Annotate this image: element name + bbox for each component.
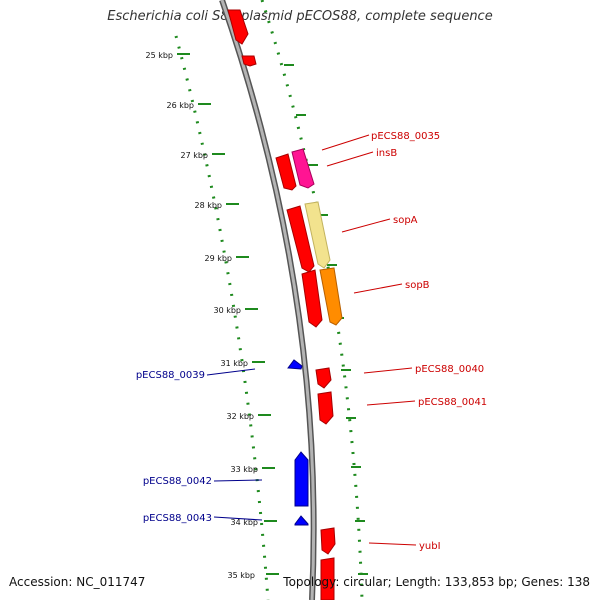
- gene-arrow-pECS88_0041[interactable]: [317, 391, 334, 425]
- scale-tick: 31 kbp: [220, 359, 265, 368]
- scale-label: 29 kbp: [204, 254, 232, 263]
- backbone-arc: [219, 0, 317, 600]
- leader-yubI: [368, 542, 417, 546]
- gene-arrow-forward-top[interactable]: [227, 9, 249, 45]
- scale-label: 33 kbp: [230, 465, 258, 474]
- gene-label-pECS88_0043[interactable]: pECS88_0043: [143, 513, 212, 524]
- scale-tick: 34 kbp: [230, 518, 277, 527]
- gene-label-pECS88_0039[interactable]: pECS88_0039: [136, 370, 205, 381]
- scale-tick: 27 kbp: [180, 151, 225, 160]
- gene-label-pECS88_0042[interactable]: pECS88_0042: [143, 476, 212, 487]
- scale-tick: 28 kbp: [194, 201, 239, 210]
- scale-label: 26 kbp: [166, 101, 194, 110]
- scale-label: 32 kbp: [226, 412, 254, 421]
- gene-arrow-forward-small[interactable]: [241, 55, 257, 67]
- gene-label-insB[interactable]: insB: [376, 148, 397, 159]
- gene-arrow-sopB[interactable]: [319, 267, 343, 326]
- gene-label-pECS88_0041[interactable]: pECS88_0041: [418, 397, 487, 408]
- scale-label: 28 kbp: [194, 201, 222, 210]
- leader-sopB: [353, 283, 403, 294]
- scale-label: 27 kbp: [180, 151, 208, 160]
- outer-ring-ticks: [284, 64, 368, 575]
- leader-pECS88_0035: [321, 134, 370, 151]
- scale-tick: 35 kbp: [227, 571, 279, 580]
- scale-label: 31 kbp: [220, 359, 248, 368]
- leader-pECS88_0043: [213, 516, 263, 521]
- gene-label-pECS88_0040[interactable]: pECS88_0040: [415, 364, 484, 375]
- scale-tick: 26 kbp: [166, 101, 211, 110]
- gene-arrow-sopA[interactable]: [304, 201, 331, 269]
- leader-sopA: [341, 218, 391, 233]
- leader-pECS88_0039: [206, 368, 256, 376]
- gene-arrow-sopB-forward[interactable]: [301, 269, 323, 328]
- gene-label-pECS88_0035[interactable]: pECS88_0035: [371, 131, 440, 142]
- accession-text: Accession: NC_011747: [9, 575, 146, 589]
- scale-label: 34 kbp: [230, 518, 258, 527]
- gene-label-sopB[interactable]: sopB: [405, 280, 430, 291]
- gene-arrow-pECS88_0035[interactable]: [275, 153, 297, 191]
- leader-insB: [326, 151, 374, 167]
- scale-tick: 30 kbp: [213, 306, 258, 315]
- gene-label-yubI[interactable]: yubI: [419, 541, 441, 552]
- gene-arrow-forward-bottom[interactable]: [320, 557, 335, 600]
- leader-pECS88_0042: [213, 479, 263, 482]
- gene-label-sopA[interactable]: sopA: [393, 215, 418, 226]
- gene-arrow-pECS88_0042[interactable]: [294, 451, 309, 507]
- scale-label: 25 kbp: [145, 51, 173, 60]
- backbone-arc-highlight: [220, 0, 316, 600]
- topology-text: Topology: circular; Length: 133,853 bp; …: [283, 575, 590, 589]
- gene-arrow-pECS88_0043[interactable]: [294, 515, 309, 526]
- scale-label: 35 kbp: [227, 571, 255, 580]
- gene-arrow-pECS88_0040[interactable]: [315, 367, 332, 389]
- leader-pECS88_0041: [366, 400, 416, 406]
- scale-label: 30 kbp: [213, 306, 241, 315]
- gene-arrow-yubI[interactable]: [320, 527, 336, 555]
- gene-arrow-sopA-forward[interactable]: [286, 205, 315, 273]
- map-title: Escherichia coli S88 plasmid pECOS88, co…: [107, 9, 493, 24]
- scale-tick: 29 kbp: [204, 254, 249, 263]
- gene-arrow-pECS88_0039[interactable]: [287, 359, 303, 370]
- leader-pECS88_0040: [363, 367, 413, 374]
- gene-arrow-insB[interactable]: [291, 148, 315, 189]
- scale-tick: 33 kbp: [230, 465, 275, 474]
- scale-tick: 25 kbp: [145, 51, 190, 60]
- scale-tick: 32 kbp: [226, 412, 271, 421]
